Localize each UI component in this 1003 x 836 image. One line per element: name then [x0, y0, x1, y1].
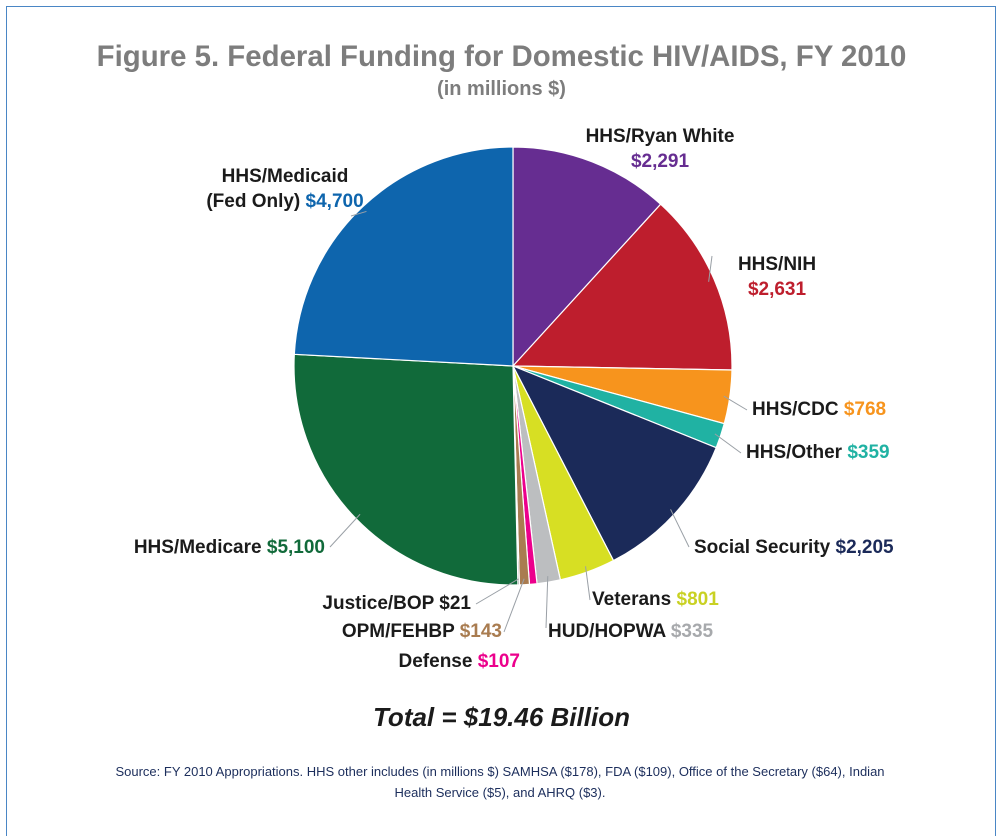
slice-label-hhs-medicare: HHS/Medicare $5,100 — [134, 537, 325, 558]
leader-line-justice-bop — [475, 578, 519, 605]
slice-name: HHS/NIH — [738, 254, 816, 275]
pie-slice-hhs-nih — [511, 203, 733, 371]
slice-name: HHS/Ryan White — [586, 126, 735, 147]
slice-name: HHS/Medicare — [134, 537, 262, 558]
slice-value: $335 — [671, 621, 714, 642]
leader-lines — [329, 210, 748, 633]
slice-label-hhs-ryan-white: HHS/Ryan White $2,291 — [586, 126, 735, 172]
chart-subtitle: (in millions $) — [437, 78, 566, 100]
leader-line-veterans — [585, 566, 591, 601]
leader-line-hhs-medicaid-fed-only — [350, 210, 367, 217]
slice-name: HUD/HOPWA — [548, 621, 667, 642]
slice-value: $2,291 — [631, 151, 690, 172]
slice-label-hhs-cdc: HHS/CDC $768 — [752, 399, 886, 420]
chart-title: Figure 5. Federal Funding for Domestic H… — [96, 40, 907, 73]
slice-value: $107 — [478, 651, 520, 672]
slice-label-social-security: Social Security $2,205 — [694, 537, 894, 558]
slice-value: $5,100 — [267, 537, 325, 558]
pie-slice-hhs-ryan-white — [512, 146, 662, 368]
chart-frame — [6, 6, 996, 836]
slice-value: $359 — [847, 442, 889, 463]
slice-value: $2,205 — [836, 537, 895, 558]
slice-value: $21 — [439, 593, 471, 614]
pie-slice-hhs-medicaid-fed-only — [293, 146, 514, 367]
slice-label-hud-hopwa: HUD/HOPWA $335 — [548, 621, 714, 642]
slice-name: Defense — [399, 651, 473, 672]
slice-name: (Fed Only) — [206, 191, 300, 212]
slice-value: $801 — [677, 589, 720, 610]
slice-name: OPM/FEHBP — [342, 621, 455, 642]
leader-line-social-security — [670, 509, 690, 548]
slice-label-hhs-other: HHS/Other $359 — [746, 442, 890, 463]
slice-name: HHS/Other — [746, 442, 843, 463]
leader-line-hhs-cdc — [723, 395, 748, 411]
pie-slice-social-security — [511, 364, 717, 562]
slice-labels: HHS/Ryan White $2,291 HHS/NIH $2,631 HHS/CDC… — [134, 126, 894, 672]
slice-label-hhs-medicaid-fed-only: HHS/Medicaid (Fed Only) $4,700 — [206, 166, 363, 212]
pie-slices — [293, 146, 733, 586]
slice-name: Justice/BOP — [322, 593, 434, 614]
leader-line-hhs-nih — [708, 255, 713, 282]
slice-name: Veterans — [592, 589, 671, 610]
slice-value: $768 — [844, 399, 886, 420]
pie-slice-hhs-medicare — [293, 353, 519, 586]
slice-value: $143 — [460, 621, 502, 642]
slice-label-hhs-nih: HHS/NIH $2,631 — [738, 254, 816, 300]
slice-value: $4,700 — [306, 191, 364, 212]
slice-label-justice-bop: Justice/BOP $21 — [322, 593, 471, 614]
slice-label-opm-fehbp: OPM/FEHBP $143 — [342, 621, 502, 642]
slice-value: $2,631 — [748, 279, 807, 300]
source-note: Source: FY 2010 Appropriations. HHS othe… — [115, 764, 885, 800]
slice-name: Social Security — [694, 537, 831, 558]
slice-name: HHS/CDC — [752, 399, 839, 420]
slice-name: HHS/Medicaid — [222, 166, 349, 187]
total-label: Total = $19.46 Billion — [373, 702, 630, 732]
leader-line-hhs-medicare — [329, 513, 361, 548]
leader-line-opm-fehbp — [503, 578, 525, 633]
leader-line-hhs-other — [714, 433, 742, 454]
leader-line-hud-hopwa — [545, 576, 549, 629]
slice-label-veterans: Veterans $801 — [592, 589, 719, 610]
slice-label-defense: Defense $107 — [399, 651, 520, 672]
